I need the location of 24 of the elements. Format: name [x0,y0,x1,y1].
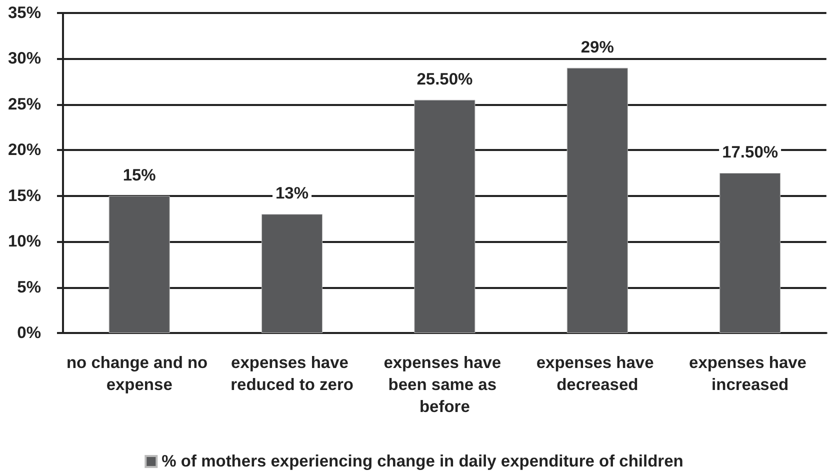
data-label: 17.50% [722,144,778,162]
y-tick-label: 30% [8,50,42,68]
y-tick-label: 0% [17,324,42,342]
legend-label: % of mothers experiencing change in daily expenditure of children [162,452,684,470]
x-tick-label: expenses have reduced to zero [230,354,354,394]
bar [262,214,323,333]
data-label: 13% [276,184,309,203]
data-label: 15% [122,166,156,184]
data-label: 25.50% [416,70,474,88]
bar [414,100,476,333]
x-tick-label: no change and no expense [66,354,212,394]
y-tick-label: 25% [8,95,42,114]
x-tick-label: expenses have decreased [536,354,658,394]
x-tick-label: expenses have been same as before [384,354,506,416]
bar [566,68,628,333]
bar [720,173,781,333]
y-tick-label: 5% [17,278,42,296]
y-tick-label: 15% [8,186,42,205]
y-tick-label: 20% [8,141,42,160]
bar [108,196,170,333]
y-tick-label: 35% [8,4,42,22]
data-label: 29% [580,38,614,56]
x-tick-label: expenses have increased [689,354,812,394]
y-tick-label: 10% [8,232,42,251]
